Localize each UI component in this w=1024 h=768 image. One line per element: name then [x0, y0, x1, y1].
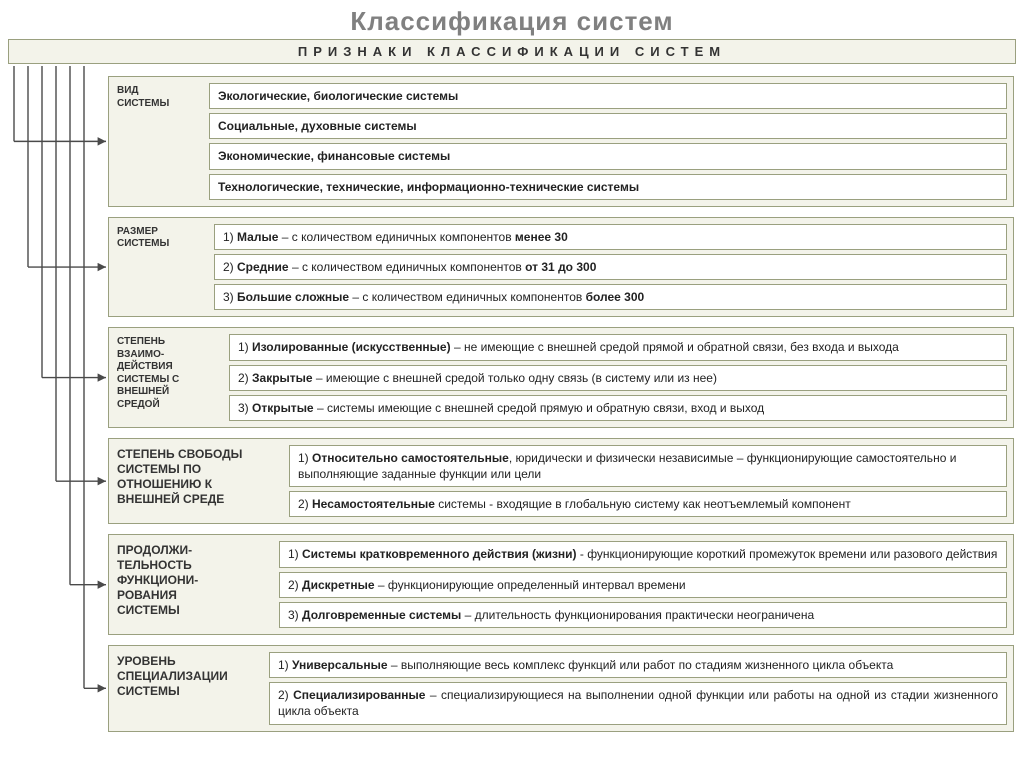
- section-kind: ВИД СИСТЕМЫЭкологические, биологические …: [108, 76, 1014, 207]
- list-item: 1) Малые – с количеством единичных компо…: [214, 224, 1007, 250]
- group-box: ПРОДОЛЖИ- ТЕЛЬНОСТЬ ФУНКЦИОНИ- РОВАНИЯ С…: [108, 534, 1014, 635]
- items-list: Экологические, биологические системы Соци…: [209, 83, 1007, 200]
- group-label: СТЕПЕНЬ ВЗАИМО- ДЕЙСТВИЯ СИСТЕМЫ С ВНЕШН…: [115, 334, 221, 421]
- group-label: УРОВЕНЬ СПЕЦИАЛИЗАЦИИ СИСТЕМЫ: [115, 652, 261, 725]
- list-item: 3) Открытые – системы имеющие с внешней …: [229, 395, 1007, 421]
- group-box: ВИД СИСТЕМЫЭкологические, биологические …: [108, 76, 1014, 207]
- list-item: Социальные, духовные системы: [209, 113, 1007, 139]
- page: Классификация систем ПРИЗНАКИ КЛАССИФИКА…: [0, 0, 1024, 768]
- items-list: 1) Относительно самостоятельные, юридиче…: [289, 445, 1007, 518]
- list-item: 3) Долговременные системы – длительность…: [279, 602, 1007, 628]
- group-label: ВИД СИСТЕМЫ: [115, 83, 201, 200]
- list-item: 3) Большие сложные – с количеством едини…: [214, 284, 1007, 310]
- list-item: Технологические, технические, информацио…: [209, 174, 1007, 200]
- subtitle-bar: ПРИЗНАКИ КЛАССИФИКАЦИИ СИСТЕМ: [8, 39, 1016, 64]
- list-item: 2) Дискретные – функционирующие определе…: [279, 572, 1007, 598]
- list-item: 1) Системы кратковременного действия (жи…: [279, 541, 1007, 567]
- list-item: 1) Относительно самостоятельные, юридиче…: [289, 445, 1007, 487]
- section-size: РАЗМЕР СИСТЕМЫ 1) Малые – с количеством е…: [108, 217, 1014, 318]
- items-list: 1) Изолированные (искусственные) – не им…: [229, 334, 1007, 421]
- list-item: 2) Закрытые – имеющие с внешней средой т…: [229, 365, 1007, 391]
- page-title: Классификация систем: [0, 0, 1024, 39]
- items-list: 1) Малые – с количеством единичных компо…: [214, 224, 1007, 311]
- list-item: 1) Изолированные (искусственные) – не им…: [229, 334, 1007, 360]
- section-duration: ПРОДОЛЖИ- ТЕЛЬНОСТЬ ФУНКЦИОНИ- РОВАНИЯ С…: [108, 534, 1014, 635]
- group-box: УРОВЕНЬ СПЕЦИАЛИЗАЦИИ СИСТЕМЫ 1) Универса…: [108, 645, 1014, 732]
- list-item: Экологические, биологические системы: [209, 83, 1007, 109]
- list-item: Экономические, финансовые системы: [209, 143, 1007, 169]
- list-item: 2) Несамостоятельные системы - входящие …: [289, 491, 1007, 517]
- list-item: 1) Универсальные – выполняющие весь комп…: [269, 652, 1007, 678]
- list-item: 2) Специализированные – специализирующие…: [269, 682, 1007, 724]
- group-label: СТЕПЕНЬ СВОБОДЫ СИСТЕМЫ ПО ОТНОШЕНИЮ К В…: [115, 445, 281, 518]
- section-interaction: СТЕПЕНЬ ВЗАИМО- ДЕЙСТВИЯ СИСТЕМЫ С ВНЕШН…: [108, 327, 1014, 428]
- list-item: 2) Средние – с количеством единичных ком…: [214, 254, 1007, 280]
- group-box: РАЗМЕР СИСТЕМЫ 1) Малые – с количеством е…: [108, 217, 1014, 318]
- items-list: 1) Универсальные – выполняющие весь комп…: [269, 652, 1007, 725]
- content-area: ВИД СИСТЕМЫЭкологические, биологические …: [108, 76, 1014, 742]
- section-freedom: СТЕПЕНЬ СВОБОДЫ СИСТЕМЫ ПО ОТНОШЕНИЮ К В…: [108, 438, 1014, 525]
- group-box: СТЕПЕНЬ СВОБОДЫ СИСТЕМЫ ПО ОТНОШЕНИЮ К В…: [108, 438, 1014, 525]
- section-specialization: УРОВЕНЬ СПЕЦИАЛИЗАЦИИ СИСТЕМЫ 1) Универса…: [108, 645, 1014, 732]
- items-list: 1) Системы кратковременного действия (жи…: [279, 541, 1007, 628]
- group-label: РАЗМЕР СИСТЕМЫ: [115, 224, 206, 311]
- group-box: СТЕПЕНЬ ВЗАИМО- ДЕЙСТВИЯ СИСТЕМЫ С ВНЕШН…: [108, 327, 1014, 428]
- group-label: ПРОДОЛЖИ- ТЕЛЬНОСТЬ ФУНКЦИОНИ- РОВАНИЯ С…: [115, 541, 271, 628]
